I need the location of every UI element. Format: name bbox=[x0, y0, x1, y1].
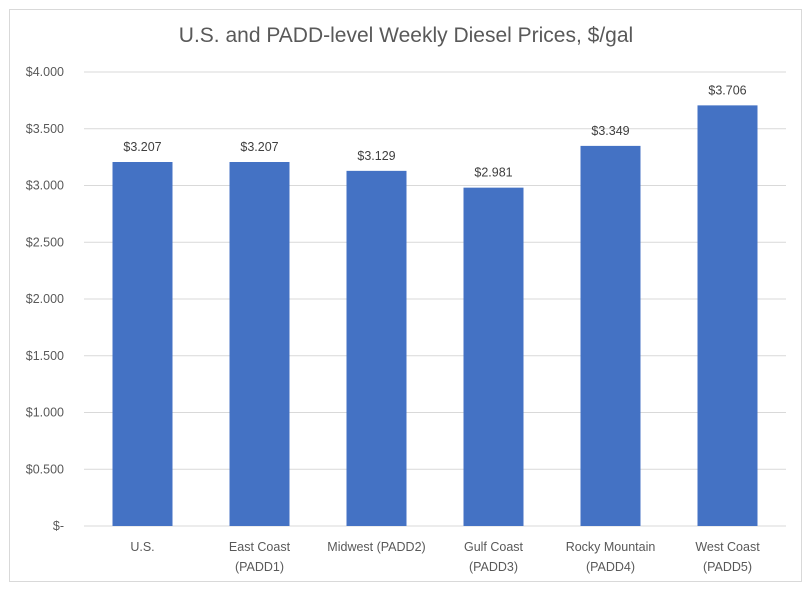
data-label: $3.207 bbox=[240, 140, 278, 154]
bar bbox=[346, 170, 407, 526]
y-tick-label: $3.000 bbox=[26, 179, 64, 193]
x-tick-label: (PADD4) bbox=[586, 560, 635, 574]
bar bbox=[580, 145, 641, 527]
y-tick-label: $0.500 bbox=[26, 462, 64, 476]
y-tick-label: $1.500 bbox=[26, 349, 64, 363]
x-tick-label: East Coast bbox=[229, 540, 291, 554]
y-tick-label: $2.000 bbox=[26, 292, 64, 306]
data-label: $3.349 bbox=[591, 124, 629, 138]
y-tick-label: $4.000 bbox=[26, 65, 64, 79]
y-tick-label: $- bbox=[53, 519, 64, 533]
x-tick-label: Midwest (PADD2) bbox=[327, 540, 425, 554]
data-label: $3.129 bbox=[357, 149, 395, 163]
y-tick-label: $2.500 bbox=[26, 235, 64, 249]
data-label: $2.981 bbox=[474, 166, 512, 180]
bar bbox=[112, 162, 173, 526]
x-tick-label: (PADD1) bbox=[235, 560, 284, 574]
bar bbox=[697, 105, 758, 526]
x-tick-label: (PADD3) bbox=[469, 560, 518, 574]
x-tick-label: Gulf Coast bbox=[464, 540, 524, 554]
bar bbox=[229, 162, 290, 526]
chart-title: U.S. and PADD-level Weekly Diesel Prices… bbox=[178, 24, 634, 47]
y-tick-label: $3.500 bbox=[26, 122, 64, 136]
x-tick-label: U.S. bbox=[130, 540, 154, 554]
bar bbox=[463, 187, 524, 526]
x-tick-label: West Coast bbox=[695, 540, 760, 554]
y-tick-label: $1.000 bbox=[26, 406, 64, 420]
x-tick-label: (PADD5) bbox=[703, 560, 752, 574]
data-label: $3.706 bbox=[708, 83, 746, 97]
x-tick-label: Rocky Mountain bbox=[566, 540, 656, 554]
data-label: $3.207 bbox=[123, 140, 161, 154]
